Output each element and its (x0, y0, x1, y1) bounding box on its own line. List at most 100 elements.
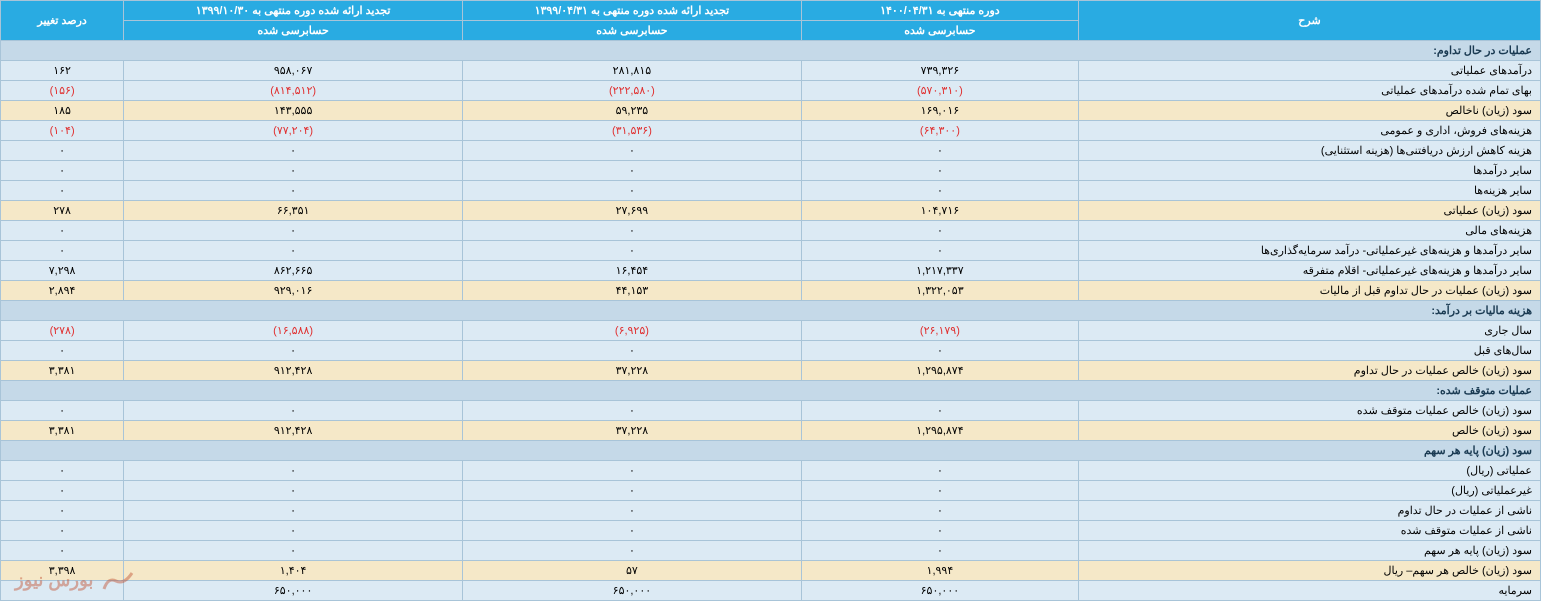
cell-restated2: ۰ (124, 241, 463, 261)
cell-restated1: ۰ (463, 221, 802, 241)
cell-change: ۰ (1, 341, 124, 361)
cell-change: ۱۸۵ (1, 101, 124, 121)
cell-restated2: (۱۶,۵۸۸) (124, 321, 463, 341)
row-label: عملیاتی (ریال) (1079, 461, 1541, 481)
cell-change: ۳,۳۹۸ (1, 561, 124, 581)
cell-current: (۲۶,۱۷۹) (801, 321, 1078, 341)
cell-change: (۱۰۴) (1, 121, 124, 141)
cell-change: ۰ (1, 181, 124, 201)
cell-restated1: ۰ (463, 521, 802, 541)
table-row: سایر درآمدها۰۰۰۰ (1, 161, 1541, 181)
cell-restated2: (۷۷,۲۰۴) (124, 121, 463, 141)
table-row: هزینه مالیات بر درآمد: (1, 301, 1541, 321)
cell-current: ۱,۹۹۴ (801, 561, 1078, 581)
cell-current: (۶۴,۳۰۰) (801, 121, 1078, 141)
row-label: سایر درآمدها و هزینه‌های غیرعملیاتی- درآ… (1079, 241, 1541, 261)
section-header: عملیات در حال تداوم: (1, 41, 1541, 61)
table-row: درآمدهای عملیاتی۷۳۹,۳۲۶۲۸۱,۸۱۵۹۵۸,۰۶۷۱۶۲ (1, 61, 1541, 81)
cell-restated2: ۰ (124, 521, 463, 541)
table-row: ناشی از عملیات در حال تداوم۰۰۰۰ (1, 501, 1541, 521)
cell-restated2: ۶۶,۳۵۱ (124, 201, 463, 221)
cell-restated2: ۸۶۲,۶۶۵ (124, 261, 463, 281)
cell-change: ۰ (1, 161, 124, 181)
table-row: سود (زیان) خالص هر سهم– ریال۱,۹۹۴۵۷۱,۴۰۴… (1, 561, 1541, 581)
table-row: سرمایه۶۵۰,۰۰۰۶۵۰,۰۰۰۶۵۰,۰۰۰ (1, 581, 1541, 601)
cell-restated1: ۰ (463, 461, 802, 481)
cell-current: ۰ (801, 461, 1078, 481)
cell-current: ۷۳۹,۳۲۶ (801, 61, 1078, 81)
cell-current: ۶۵۰,۰۰۰ (801, 581, 1078, 601)
row-label: سود (زیان) خالص عملیات متوقف شده (1079, 401, 1541, 421)
cell-restated1: (۶,۹۲۵) (463, 321, 802, 341)
cell-current: ۰ (801, 541, 1078, 561)
cell-restated1: ۰ (463, 241, 802, 261)
cell-change: (۱۵۶) (1, 81, 124, 101)
cell-restated1: ۵۹,۲۳۵ (463, 101, 802, 121)
cell-restated2: ۰ (124, 341, 463, 361)
cell-current: (۵۷۰,۳۱۰) (801, 81, 1078, 101)
table-row: سایر هزینه‌ها۰۰۰۰ (1, 181, 1541, 201)
table-row: ناشی از عملیات متوقف شده۰۰۰۰ (1, 521, 1541, 541)
cell-restated2: ۰ (124, 541, 463, 561)
section-header: هزینه مالیات بر درآمد: (1, 301, 1541, 321)
col-audited-3: حسابرسی شده (124, 21, 463, 41)
cell-current: ۱۰۴,۷۱۶ (801, 201, 1078, 221)
cell-restated2: ۰ (124, 501, 463, 521)
cell-current: ۰ (801, 341, 1078, 361)
cell-restated2: ۱۴۳,۵۵۵ (124, 101, 463, 121)
cell-change: ۰ (1, 461, 124, 481)
table-row: سال‌های قبل۰۰۰۰ (1, 341, 1541, 361)
table-body: عملیات در حال تداوم:درآمدهای عملیاتی۷۳۹,… (1, 41, 1541, 601)
cell-current: ۱,۲۱۷,۳۳۷ (801, 261, 1078, 281)
cell-restated2: ۰ (124, 181, 463, 201)
table-row: سود (زیان) عملیاتی۱۰۴,۷۱۶۲۷,۶۹۹۶۶,۳۵۱۲۷۸ (1, 201, 1541, 221)
table-row: سود (زیان) ناخالص۱۶۹,۰۱۶۵۹,۲۳۵۱۴۳,۵۵۵۱۸۵ (1, 101, 1541, 121)
cell-current: ۰ (801, 241, 1078, 261)
cell-restated2: ۰ (124, 401, 463, 421)
table-row: سایر درآمدها و هزینه‌های غیرعملیاتی- اقل… (1, 261, 1541, 281)
cell-change: ۰ (1, 521, 124, 541)
cell-current: ۰ (801, 221, 1078, 241)
row-label: سود (زیان) ناخالص (1079, 101, 1541, 121)
row-label: سود (زیان) خالص (1079, 421, 1541, 441)
cell-change: (۲۷۸) (1, 321, 124, 341)
cell-change: ۲,۸۹۴ (1, 281, 124, 301)
cell-restated1: ۰ (463, 541, 802, 561)
cell-change: ۰ (1, 141, 124, 161)
cell-change: ۷,۲۹۸ (1, 261, 124, 281)
cell-change: ۲۷۸ (1, 201, 124, 221)
cell-current: ۰ (801, 161, 1078, 181)
col-audited-1: حسابرسی شده (801, 21, 1078, 41)
table-row: سال جاری(۲۶,۱۷۹)(۶,۹۲۵)(۱۶,۵۸۸)(۲۷۸) (1, 321, 1541, 341)
cell-restated2: ۰ (124, 141, 463, 161)
table-row: سایر درآمدها و هزینه‌های غیرعملیاتی- درآ… (1, 241, 1541, 261)
cell-restated1: (۲۲۲,۵۸۰) (463, 81, 802, 101)
cell-restated2: (۸۱۴,۵۱۲) (124, 81, 463, 101)
cell-current: ۱,۲۹۵,۸۷۴ (801, 421, 1078, 441)
cell-change: ۰ (1, 481, 124, 501)
cell-change: ۰ (1, 401, 124, 421)
cell-restated2: ۰ (124, 461, 463, 481)
cell-change: ۰ (1, 501, 124, 521)
row-label: هزینه‌های فروش، اداری و عمومی (1079, 121, 1541, 141)
row-label: غیرعملیاتی (ریال) (1079, 481, 1541, 501)
table-row: غیرعملیاتی (ریال)۰۰۰۰ (1, 481, 1541, 501)
table-row: سود (زیان) خالص عملیات متوقف شده۰۰۰۰ (1, 401, 1541, 421)
table-row: سود (زیان) پایه هر سهم (1, 441, 1541, 461)
col-change-pct: درصد تغییر (1, 1, 124, 41)
row-label: سایر هزینه‌ها (1079, 181, 1541, 201)
cell-restated1: ۴۴,۱۵۳ (463, 281, 802, 301)
row-label: سایر درآمدها (1079, 161, 1541, 181)
row-label: سود (زیان) خالص عملیات در حال تداوم (1079, 361, 1541, 381)
cell-restated2: ۹۱۲,۴۲۸ (124, 421, 463, 441)
row-label: سال جاری (1079, 321, 1541, 341)
cell-current: ۰ (801, 181, 1078, 201)
cell-current: ۰ (801, 481, 1078, 501)
cell-change: ۳,۳۸۱ (1, 361, 124, 381)
financial-table: شرح دوره منتهی به ۱۴۰۰/۰۴/۳۱ تجدید ارائه… (0, 0, 1541, 601)
table-row: سود (زیان) خالص۱,۲۹۵,۸۷۴۳۷,۲۲۸۹۱۲,۴۲۸۳,۳… (1, 421, 1541, 441)
row-label: سرمایه (1079, 581, 1541, 601)
cell-change (1, 581, 124, 601)
cell-restated2: ۶۵۰,۰۰۰ (124, 581, 463, 601)
cell-current: ۰ (801, 401, 1078, 421)
